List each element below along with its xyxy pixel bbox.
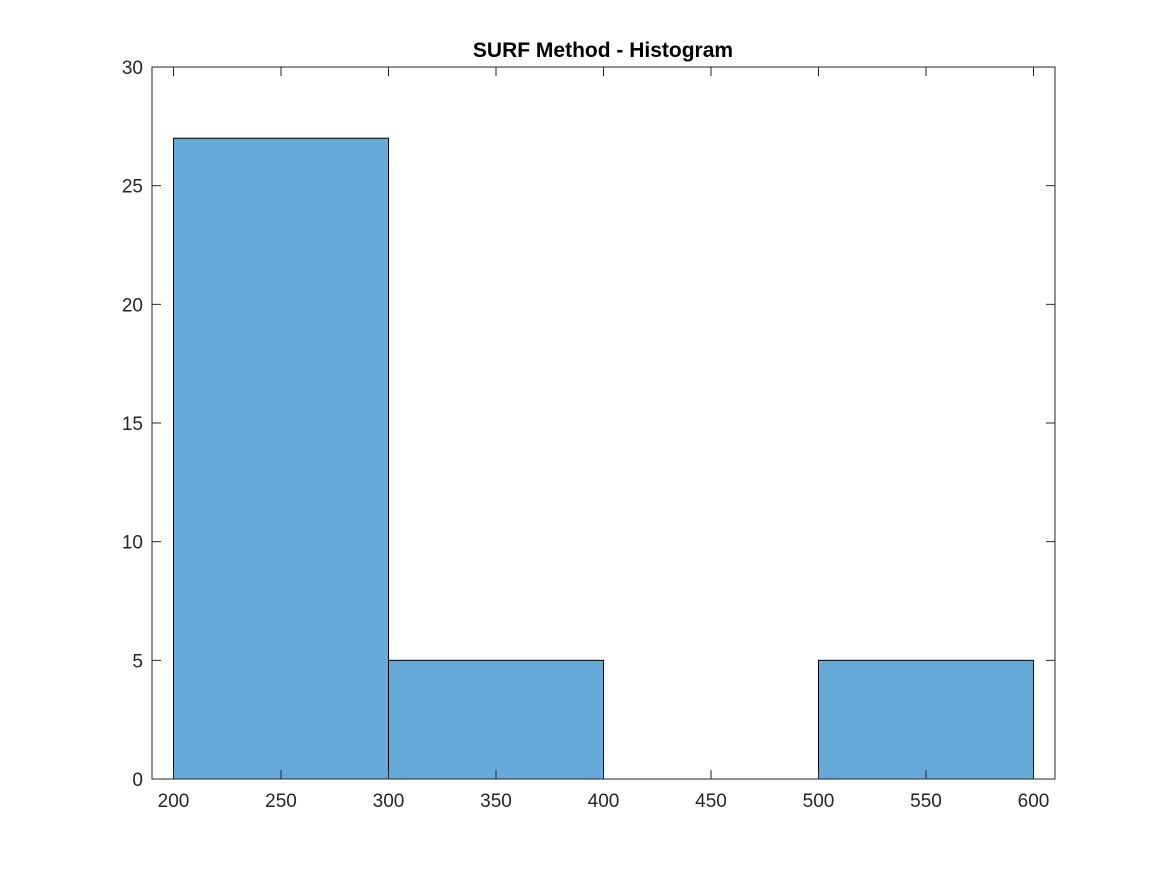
x-axis-ticks: 200 250 300 350 400 450 500 550 600 — [158, 67, 1050, 812]
y-tick-label: 25 — [122, 177, 143, 198]
x-tick-label: 300 — [373, 791, 405, 812]
x-tick-label: 250 — [265, 791, 297, 812]
histogram-bar-500-600 — [818, 659, 1034, 780]
histogram-bar-300-400 — [388, 659, 604, 780]
x-tick-label: 500 — [803, 791, 835, 812]
y-tick-label: 5 — [132, 651, 143, 672]
x-tick-label: 400 — [588, 791, 620, 812]
x-tick-label: 550 — [910, 791, 942, 812]
chart-title: SURF Method - Histogram — [473, 39, 733, 62]
x-tick-label: 600 — [1018, 791, 1050, 812]
histogram-bar-200-300 — [173, 137, 389, 780]
x-tick-label: 200 — [158, 791, 190, 812]
y-tick-label: 30 — [122, 58, 143, 79]
x-tick-label: 350 — [480, 791, 512, 812]
y-tick-label: 10 — [122, 533, 143, 554]
y-tick-label: 20 — [122, 295, 143, 316]
y-axis-ticks: 0 5 10 15 20 25 30 — [122, 58, 1055, 791]
histogram-bars — [173, 137, 1034, 780]
x-tick-label: 450 — [695, 791, 727, 812]
y-tick-label: 0 — [132, 770, 143, 791]
y-tick-label: 15 — [122, 414, 143, 435]
